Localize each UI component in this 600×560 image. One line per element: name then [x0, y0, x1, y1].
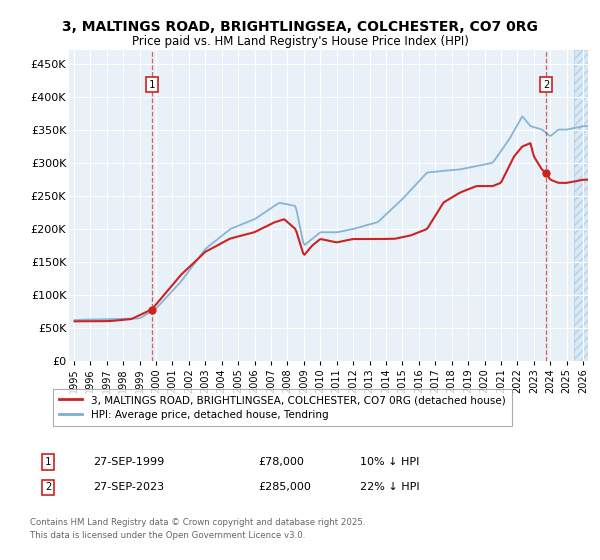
Text: 1: 1	[45, 457, 51, 467]
Text: Contains HM Land Registry data © Crown copyright and database right 2025.
This d: Contains HM Land Registry data © Crown c…	[30, 518, 365, 539]
Text: 10% ↓ HPI: 10% ↓ HPI	[360, 457, 419, 467]
Text: 1: 1	[149, 80, 155, 90]
Text: 27-SEP-2023: 27-SEP-2023	[93, 482, 164, 492]
Text: £285,000: £285,000	[258, 482, 311, 492]
Text: 2: 2	[45, 482, 51, 492]
Text: 2: 2	[543, 80, 549, 90]
Bar	[574, 50, 596, 361]
Text: 27-SEP-1999: 27-SEP-1999	[93, 457, 164, 467]
Bar	[574, 50, 596, 361]
Text: Price paid vs. HM Land Registry's House Price Index (HPI): Price paid vs. HM Land Registry's House …	[131, 35, 469, 48]
Text: 3, MALTINGS ROAD, BRIGHTLINGSEA, COLCHESTER, CO7 0RG: 3, MALTINGS ROAD, BRIGHTLINGSEA, COLCHES…	[62, 20, 538, 34]
Text: 22% ↓ HPI: 22% ↓ HPI	[360, 482, 419, 492]
Legend: 3, MALTINGS ROAD, BRIGHTLINGSEA, COLCHESTER, CO7 0RG (detached house), HPI: Aver: 3, MALTINGS ROAD, BRIGHTLINGSEA, COLCHES…	[53, 389, 512, 426]
Text: £78,000: £78,000	[258, 457, 304, 467]
